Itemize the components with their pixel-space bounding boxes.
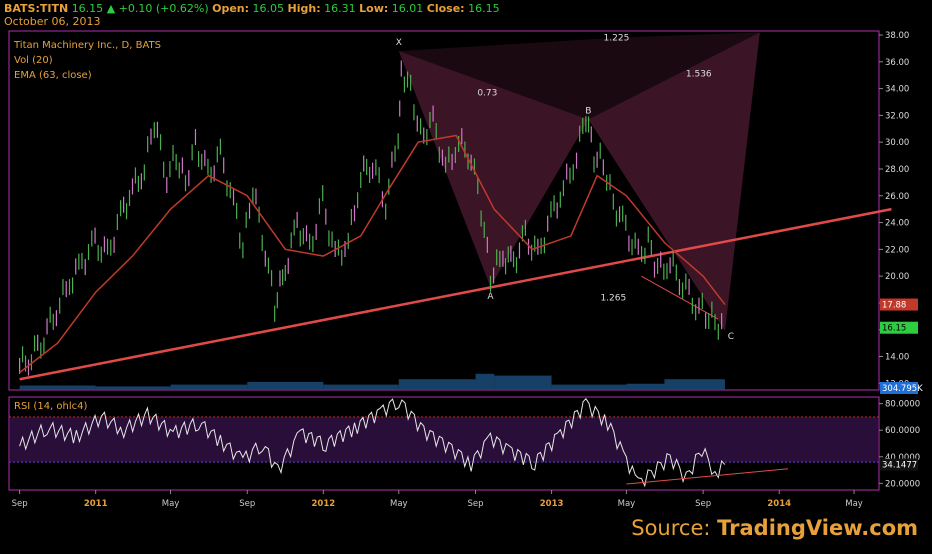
rsi-trendline: [626, 468, 788, 485]
rsi-band: [10, 416, 878, 463]
source-credit: Source: TradingView.com: [631, 516, 918, 540]
x-tick-label: May: [618, 499, 636, 509]
ema-price-badge-bg: [880, 298, 918, 311]
rsi-tick-label: 80.0000: [885, 400, 920, 410]
volume-bar: [551, 384, 627, 390]
price-tick-label: 22.00: [885, 245, 909, 255]
pattern-ratio-label: 0.73: [477, 88, 497, 98]
x-tick-label: Sep: [12, 499, 28, 509]
ema-line: [19, 134, 726, 374]
volume-bar: [170, 384, 248, 390]
x-tick-label: Sep: [239, 499, 255, 509]
last-price-badge: 16.15: [882, 324, 906, 334]
pattern-ratio-label: 1.536: [686, 70, 712, 80]
legend-volume[interactable]: Vol (20): [14, 55, 53, 66]
x-tick-label: May: [390, 499, 408, 509]
low-value: 16.01: [391, 2, 424, 15]
pattern-xbd-fill: [398, 32, 760, 120]
pattern-ratio-label: 1.225: [604, 33, 630, 43]
close-value: 16.15: [468, 2, 500, 15]
source-prefix: Source:: [631, 516, 711, 540]
pattern-bcd-fill: [588, 32, 760, 332]
rsi-pane-frame: [8, 396, 880, 491]
quote-date: October 06, 2013: [4, 15, 101, 28]
pattern-point-x: X: [396, 38, 402, 48]
high-value: 16.31: [324, 2, 356, 15]
open-label: Open:: [212, 2, 250, 15]
x-tick-label: May: [162, 499, 180, 509]
open-value: 16.05: [252, 2, 285, 15]
high-label: High:: [287, 2, 321, 15]
price-tick-label: 32.00: [885, 111, 909, 121]
rsi-value-badge: 34.1477: [882, 461, 917, 471]
volume-bar: [475, 373, 495, 390]
x-tick-label: 2011: [84, 499, 108, 509]
rsi-tick-label: 60.0000: [885, 426, 920, 436]
quote-header: BATS:TITN 16.15 ▲ +0.10 (+0.62%) Open: 1…: [4, 2, 500, 15]
volume-bar: [19, 385, 96, 390]
volume-bar: [95, 386, 171, 390]
price-tick-label: 38.00: [885, 31, 909, 41]
pattern-xab-fill: [398, 51, 589, 287]
support-trendline: [19, 207, 892, 381]
ema-price-badge: 17.88: [882, 301, 906, 311]
price-tick-label: 26.00: [885, 192, 909, 202]
price-tick-label: 36.00: [885, 58, 909, 68]
rsi-tick-label: 40.0000: [885, 453, 920, 463]
pattern-point-b: B: [585, 106, 591, 116]
price-tick-label: 20.00: [885, 272, 909, 282]
x-tick-label: 2012: [311, 499, 335, 509]
price-tick-label: 28.00: [885, 165, 909, 175]
legend-rsi[interactable]: RSI (14, ohlc4): [14, 401, 88, 412]
x-tick-label: May: [845, 499, 863, 509]
pattern-point-a: A: [487, 292, 494, 302]
volume-bar: [626, 383, 665, 390]
price-tick-label: 24.00: [885, 219, 909, 229]
symbol: BATS:TITN: [4, 2, 69, 15]
rsi-line: [19, 397, 726, 488]
rsi-tick-label: 20.0000: [885, 479, 920, 489]
volume-bar: [494, 375, 552, 390]
price-tick-label: 30.00: [885, 138, 909, 148]
volume-bar: [664, 379, 725, 390]
channel-line: [641, 275, 719, 320]
x-tick-label: 2013: [540, 499, 564, 509]
close-label: Close:: [426, 2, 465, 15]
volume-badge-bg: [880, 382, 918, 394]
pattern-point-c: C: [728, 332, 734, 342]
last-price: 16.15: [71, 2, 104, 15]
x-tick-label: Sep: [695, 499, 711, 509]
price-tick-label: 14.00: [885, 353, 909, 363]
rsi-value-badge-bg: [880, 458, 918, 471]
low-label: Low:: [359, 2, 389, 15]
x-tick-label: 2014: [767, 499, 791, 509]
up-triangle-icon: ▲: [106, 2, 116, 15]
price-tick-label: 34.00: [885, 85, 909, 95]
legend-ema[interactable]: EMA (63, close): [14, 70, 92, 81]
volume-bar: [323, 384, 399, 390]
volume-badge: 304.795K: [882, 384, 923, 394]
last-price-badge-bg: [880, 321, 918, 334]
x-tick-label: Sep: [467, 499, 483, 509]
legend-title[interactable]: Titan Machinery Inc., D, BATS: [14, 40, 161, 51]
price-change: +0.10 (+0.62%): [118, 2, 209, 15]
source-brand[interactable]: TradingView.com: [717, 516, 918, 540]
volume-bar: [247, 381, 324, 390]
pattern-ratio-label: 1.265: [600, 293, 626, 303]
volume-bar: [398, 379, 476, 390]
